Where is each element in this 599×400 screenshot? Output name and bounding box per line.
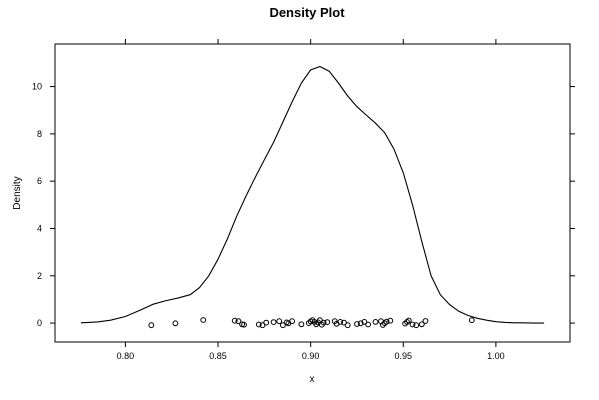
chart-title: Density Plot <box>269 5 345 20</box>
rug-point <box>468 317 475 324</box>
rug-point <box>320 319 327 326</box>
x-tick-label: 0.95 <box>395 351 413 361</box>
rug-point <box>344 322 351 329</box>
x-tick-label: 0.90 <box>302 351 320 361</box>
x-axis-ticks: 0.80 0.85 0.90 0.95 1.00 <box>117 39 505 361</box>
y-tick-label: 6 <box>37 176 42 186</box>
rug-point <box>365 321 372 328</box>
rug-point <box>148 322 155 329</box>
rug-point <box>341 319 347 326</box>
rug-point <box>276 318 283 325</box>
rug-point <box>259 322 266 329</box>
rug-point <box>298 321 305 328</box>
x-tick-label: 1.00 <box>487 351 505 361</box>
x-tick-label: 0.85 <box>209 351 227 361</box>
y-tick-label: 4 <box>37 223 42 233</box>
rug-points <box>148 317 475 329</box>
rug-point <box>241 321 247 328</box>
rug-point <box>383 318 390 325</box>
rug-point <box>270 319 277 326</box>
y-axis-ticks: 0 2 4 6 8 10 <box>32 82 575 328</box>
rug-point <box>418 321 425 328</box>
rug-point <box>324 319 331 326</box>
rug-point <box>422 318 429 324</box>
rug-point <box>405 317 412 324</box>
rug-point <box>280 322 286 329</box>
rug-point <box>409 321 416 328</box>
y-tick-label: 10 <box>32 82 42 92</box>
rug-point <box>354 321 360 327</box>
y-axis-label: Density <box>12 176 23 209</box>
rug-point <box>372 319 379 325</box>
rug-point <box>172 320 179 327</box>
rug-point <box>305 320 312 327</box>
rug-point <box>413 322 420 329</box>
y-tick-label: 8 <box>37 129 42 139</box>
rug-point <box>337 319 344 325</box>
rug-point <box>357 320 364 327</box>
density-curve <box>80 65 545 324</box>
x-tick-label: 0.80 <box>117 351 135 361</box>
rug-point <box>200 317 207 323</box>
rug-point <box>361 319 368 325</box>
rug-point <box>231 317 238 324</box>
y-tick-label: 0 <box>37 318 42 328</box>
rug-point <box>255 321 262 328</box>
plot-frame <box>54 43 571 343</box>
rug-point <box>289 318 296 325</box>
x-axis-label: x <box>310 374 315 385</box>
rug-point <box>235 318 242 325</box>
rug-point <box>263 319 270 326</box>
rug-point <box>387 317 394 324</box>
y-tick-label: 2 <box>37 271 42 281</box>
